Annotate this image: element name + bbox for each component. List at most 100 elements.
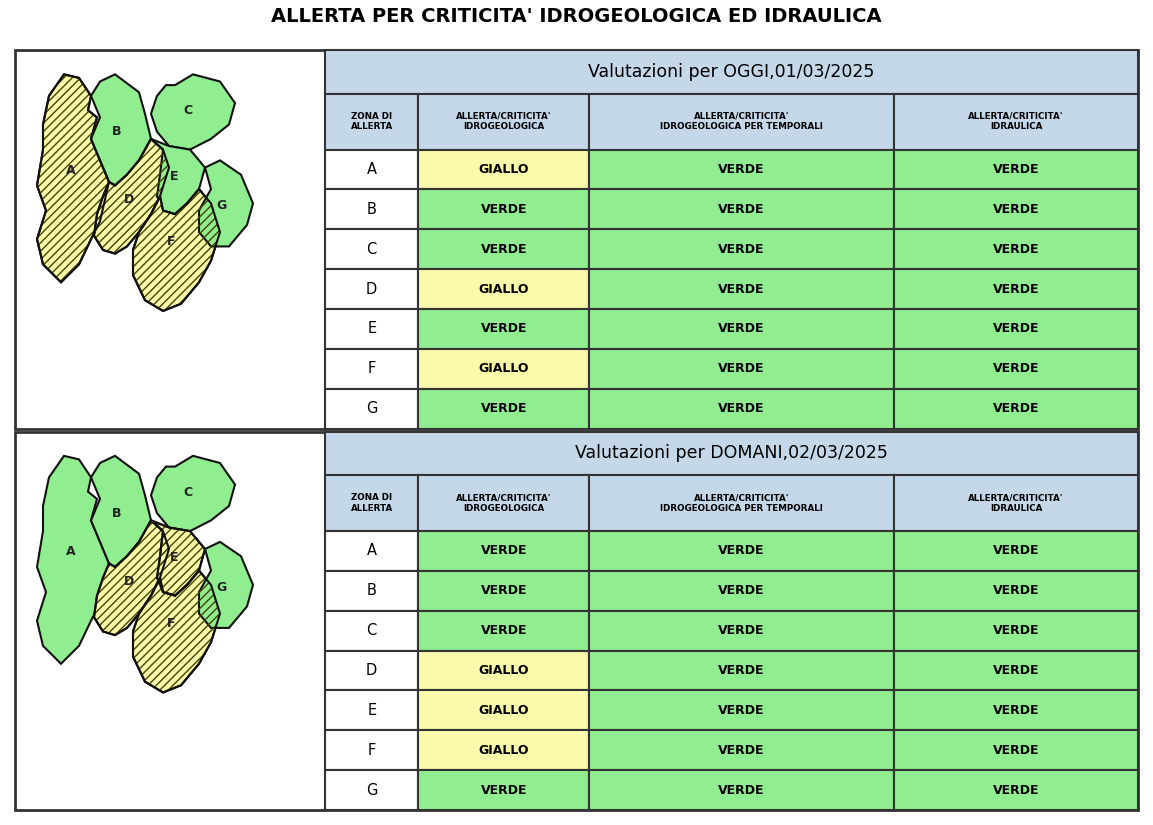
Text: VERDE: VERDE (481, 323, 527, 336)
Bar (15, 431, 1138, 810)
Text: VERDE: VERDE (993, 784, 1039, 797)
Bar (894, 691, 1138, 730)
Bar (894, 571, 1138, 610)
Bar (419, 349, 589, 389)
Text: G: G (366, 401, 377, 416)
Text: VERDE: VERDE (481, 584, 527, 597)
Bar (15, 50, 1138, 428)
Bar (589, 149, 894, 190)
Bar (325, 651, 419, 691)
Text: ALLERTA/CRITICITA'
IDROGEOLOGICA: ALLERTA/CRITICITA' IDROGEOLOGICA (457, 493, 551, 512)
Bar (419, 190, 589, 229)
Text: F: F (167, 235, 175, 248)
Text: VERDE: VERDE (718, 243, 764, 256)
Bar (419, 475, 589, 531)
Bar (325, 190, 419, 229)
Text: VERDE: VERDE (481, 784, 527, 797)
Text: D: D (123, 575, 134, 588)
Bar (419, 730, 589, 771)
Text: VERDE: VERDE (718, 743, 764, 757)
Text: C: C (183, 486, 193, 499)
Text: E: E (171, 551, 179, 564)
Polygon shape (91, 456, 151, 567)
Bar (325, 730, 419, 771)
Bar (589, 691, 894, 730)
Bar (325, 691, 419, 730)
Bar (589, 389, 894, 428)
Bar (589, 531, 894, 571)
Bar (589, 730, 894, 771)
Bar (589, 349, 894, 389)
Bar (894, 531, 1138, 571)
Bar (325, 571, 419, 610)
Bar (325, 229, 419, 269)
Bar (419, 651, 589, 691)
Text: VERDE: VERDE (993, 704, 1039, 717)
Bar (419, 389, 589, 428)
Bar (325, 610, 419, 651)
Text: ALLERTA/CRITICITA'
IDROGEOLOGICA PER TEMPORALI: ALLERTA/CRITICITA' IDROGEOLOGICA PER TEM… (661, 493, 823, 512)
Bar (325, 389, 419, 428)
Text: GIALLO: GIALLO (478, 163, 529, 176)
Text: VERDE: VERDE (481, 243, 527, 256)
Text: G: G (217, 199, 227, 212)
Bar (589, 190, 894, 229)
Bar (419, 269, 589, 309)
Text: VERDE: VERDE (993, 743, 1039, 757)
Text: F: F (368, 742, 376, 757)
Text: VERDE: VERDE (993, 203, 1039, 216)
Bar (325, 431, 1138, 475)
Polygon shape (199, 160, 253, 247)
Text: G: G (217, 581, 227, 593)
Text: VERDE: VERDE (718, 402, 764, 415)
Text: Valutazioni per OGGI,01/03/2025: Valutazioni per OGGI,01/03/2025 (588, 63, 875, 81)
Text: ZONA DI
ALLERTA: ZONA DI ALLERTA (351, 112, 393, 131)
Bar (894, 229, 1138, 269)
Text: D: D (123, 193, 134, 206)
Bar (325, 50, 1138, 93)
Polygon shape (133, 571, 220, 692)
Polygon shape (151, 456, 235, 531)
Text: D: D (367, 281, 377, 296)
Text: A: A (367, 162, 377, 177)
Text: ALLERTA/CRITICITA'
IDRAULICA: ALLERTA/CRITICITA' IDRAULICA (969, 112, 1064, 131)
Text: C: C (367, 242, 377, 257)
Bar (589, 229, 894, 269)
Bar (589, 269, 894, 309)
Text: G: G (366, 783, 377, 798)
Text: VERDE: VERDE (481, 625, 527, 637)
Bar (589, 571, 894, 610)
Text: E: E (367, 703, 376, 718)
Polygon shape (95, 521, 169, 635)
Text: VERDE: VERDE (718, 362, 764, 375)
Text: GIALLO: GIALLO (478, 362, 529, 375)
Bar (419, 93, 589, 149)
Text: E: E (171, 170, 179, 183)
Text: GIALLO: GIALLO (478, 743, 529, 757)
Bar (894, 610, 1138, 651)
Bar (325, 309, 419, 349)
Text: ALLERTA/CRITICITA'
IDROGEOLOGICA PER TEMPORALI: ALLERTA/CRITICITA' IDROGEOLOGICA PER TEM… (661, 112, 823, 131)
Bar (589, 651, 894, 691)
Text: F: F (368, 361, 376, 376)
Bar (325, 531, 419, 571)
Bar (894, 269, 1138, 309)
Text: A: A (66, 163, 76, 177)
Bar (894, 475, 1138, 531)
Polygon shape (151, 74, 235, 149)
Text: VERDE: VERDE (993, 243, 1039, 256)
Polygon shape (95, 139, 169, 253)
Bar (325, 93, 419, 149)
Text: VERDE: VERDE (718, 282, 764, 295)
Text: VERDE: VERDE (718, 784, 764, 797)
Bar (419, 229, 589, 269)
Polygon shape (133, 189, 220, 311)
Text: VERDE: VERDE (993, 625, 1039, 637)
Bar (325, 349, 419, 389)
Bar (419, 531, 589, 571)
Text: GIALLO: GIALLO (478, 664, 529, 677)
Text: B: B (112, 125, 122, 139)
Text: ZONA DI
ALLERTA: ZONA DI ALLERTA (351, 493, 393, 512)
Bar (894, 93, 1138, 149)
Text: ALLERTA/CRITICITA'
IDRAULICA: ALLERTA/CRITICITA' IDRAULICA (969, 493, 1064, 512)
